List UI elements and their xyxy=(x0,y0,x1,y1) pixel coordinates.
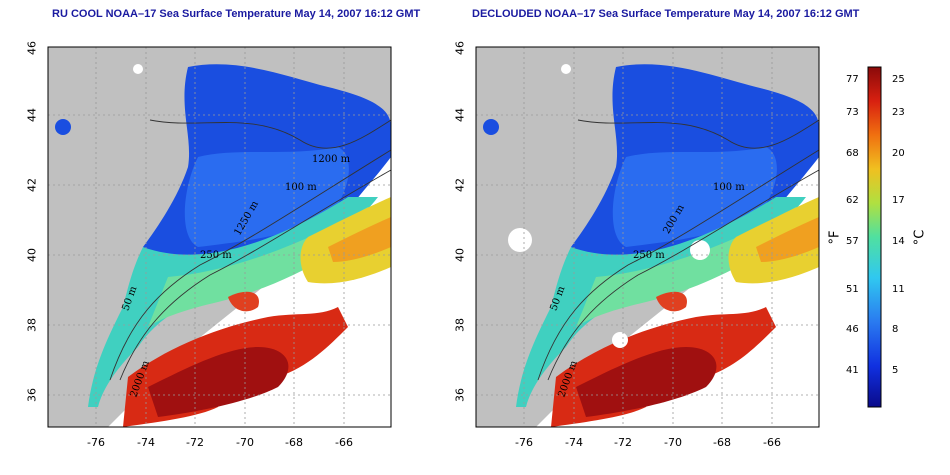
colorbar-f-label: 41 xyxy=(846,365,859,376)
colorbar-c-label: 17 xyxy=(892,195,905,206)
right-x-tick: -68 xyxy=(713,436,731,449)
colorbar-f-label: 51 xyxy=(846,284,859,295)
colorbar-c-label: 11 xyxy=(892,284,905,295)
right-map-panel: 100 m 250 m 200 m 50 m 2000 m xyxy=(475,46,820,428)
right-x-tick: -70 xyxy=(664,436,682,449)
left-y-tick: 42 xyxy=(25,178,39,192)
left-y-tick: 40 xyxy=(25,248,39,262)
left-x-tick: -74 xyxy=(137,436,155,449)
right-map-title: DECLOUDED NOAA–17 Sea Surface Temperatur… xyxy=(472,8,860,20)
colorbar-unit-f: °F xyxy=(827,230,843,245)
right-y-tick: 42 xyxy=(453,178,467,192)
right-x-tick: -74 xyxy=(565,436,583,449)
right-x-tick: -72 xyxy=(614,436,632,449)
colorbar-unit-c: °C xyxy=(912,229,928,246)
left-map-frame xyxy=(47,46,392,428)
left-x-tick: -76 xyxy=(87,436,105,449)
right-x-tick: -66 xyxy=(763,436,781,449)
left-x-tick: -68 xyxy=(285,436,303,449)
right-map-frame xyxy=(475,46,820,428)
right-y-tick: 46 xyxy=(453,41,467,55)
right-y-tick: 44 xyxy=(453,108,467,122)
left-contour-label: 100 m xyxy=(285,182,317,193)
colorbar-f-label: 68 xyxy=(846,148,859,159)
colorbar-f-label: 77 xyxy=(846,74,859,85)
colorbar-c-label: 8 xyxy=(892,324,899,335)
left-y-tick: 44 xyxy=(25,108,39,122)
left-x-tick: -72 xyxy=(186,436,204,449)
left-x-tick: -70 xyxy=(236,436,254,449)
colorbar-c-label: 23 xyxy=(892,107,905,118)
colorbar-f-label: 62 xyxy=(846,195,859,206)
colorbar-c-label: 5 xyxy=(892,365,899,376)
colorbar-f-label: 73 xyxy=(846,107,859,118)
colorbar xyxy=(867,66,882,408)
colorbar-c-label: 25 xyxy=(892,74,905,85)
colorbar-c-label: 20 xyxy=(892,148,905,159)
left-y-tick: 46 xyxy=(25,41,39,55)
left-y-tick: 36 xyxy=(25,388,39,402)
right-contour-label: 250 m xyxy=(633,250,665,261)
left-map-panel: 100 m 1200 m 250 m 1250 m 50 m 2000 m xyxy=(47,46,392,428)
colorbar-f-label: 46 xyxy=(846,324,859,335)
right-y-tick: 40 xyxy=(453,248,467,262)
left-x-tick: -66 xyxy=(335,436,353,449)
left-map-title: RU COOL NOAA–17 Sea Surface Temperature … xyxy=(52,8,421,20)
left-contour-label: 250 m xyxy=(200,250,232,261)
colorbar-c-label: 14 xyxy=(892,236,905,247)
right-x-tick: -76 xyxy=(515,436,533,449)
colorbar-f-label: 57 xyxy=(846,236,859,247)
left-y-tick: 38 xyxy=(25,318,39,332)
right-y-tick: 38 xyxy=(453,318,467,332)
right-y-tick: 36 xyxy=(453,388,467,402)
left-contour-label: 1200 m xyxy=(312,154,351,165)
right-contour-label: 100 m xyxy=(713,182,745,193)
